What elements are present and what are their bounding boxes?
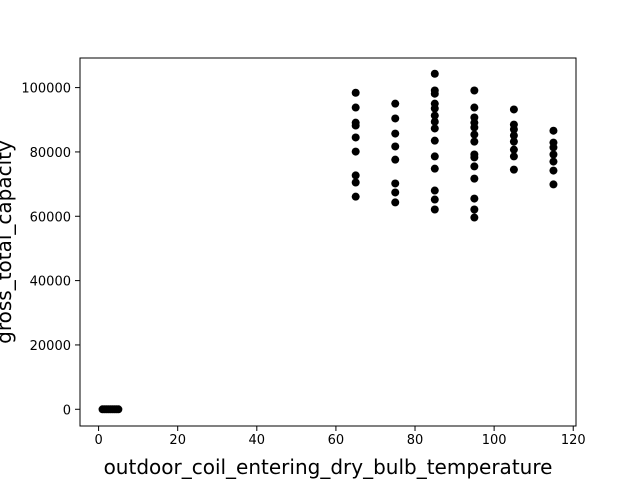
y-axis-label: gross_total_capacity: [0, 140, 16, 344]
scatter-point: [470, 174, 479, 183]
scatter-point: [351, 121, 360, 130]
x-tick-label: 40: [249, 433, 266, 448]
y-tick-label: 0: [63, 403, 71, 418]
scatter-point: [470, 103, 479, 112]
y-tick-label: 100000: [21, 82, 71, 97]
scatter-point: [430, 152, 439, 161]
scatter-point: [391, 198, 400, 207]
scatter-point: [549, 143, 558, 152]
scatter-point: [470, 86, 479, 95]
x-tick-label: 120: [561, 433, 586, 448]
scatter-point: [509, 145, 518, 154]
scatter-point: [470, 153, 479, 162]
x-tick-label: 60: [328, 433, 345, 448]
scatter-point: [391, 188, 400, 197]
scatter-point: [470, 162, 479, 171]
scatter-point: [470, 130, 479, 139]
scatter-point: [430, 164, 439, 173]
scatter-point: [509, 125, 518, 134]
scatter-point: [430, 186, 439, 195]
scatter-point: [430, 136, 439, 145]
scatter-point: [430, 117, 439, 126]
x-axis-label: outdoor_coil_entering_dry_bulb_temperatu…: [104, 455, 553, 479]
scatter-point: [509, 105, 518, 114]
scatter-point: [391, 114, 400, 123]
y-tick-label: 40000: [30, 275, 71, 290]
scatter-point: [351, 88, 360, 97]
scatter-point: [470, 213, 479, 222]
x-tick-label: 100: [482, 433, 507, 448]
scatter-point: [391, 179, 400, 188]
scatter-point: [351, 133, 360, 142]
scatter-point: [430, 89, 439, 98]
y-tick-label: 60000: [30, 210, 71, 225]
scatter-point: [430, 69, 439, 78]
scatter-point: [430, 205, 439, 214]
scatter-point: [351, 147, 360, 156]
x-tick-label: 0: [94, 433, 102, 448]
scatter-point: [391, 99, 400, 108]
x-tick-label: 80: [407, 433, 424, 448]
scatter-point: [430, 104, 439, 113]
scatter-point: [430, 111, 439, 120]
scatter-point: [430, 195, 439, 204]
scatter-point: [351, 178, 360, 187]
scatter-point: [470, 137, 479, 146]
scatter-point: [351, 192, 360, 201]
scatter-point: [351, 103, 360, 112]
scatter-point: [549, 126, 558, 135]
scatter-point: [470, 194, 479, 203]
scatter-point: [549, 180, 558, 189]
y-tick-label: 80000: [30, 146, 71, 161]
plot-frame: [79, 57, 577, 427]
scatter-point: [509, 165, 518, 174]
scatter-point: [391, 142, 400, 151]
scatter-point: [509, 131, 518, 140]
scatter-point: [509, 137, 518, 146]
scatter-point: [549, 150, 558, 159]
scatter-point: [430, 124, 439, 133]
scatter-point: [470, 123, 479, 132]
scatter-point: [549, 157, 558, 166]
y-tick-label: 20000: [30, 339, 71, 354]
scatter-point: [470, 205, 479, 214]
scatter-point: [351, 171, 360, 180]
x-tick-label: 20: [169, 433, 186, 448]
scatter-point: [509, 152, 518, 161]
scatter-point: [391, 155, 400, 164]
scatter-point: [114, 405, 123, 414]
scatter-point: [549, 166, 558, 175]
scatter-point: [391, 129, 400, 138]
